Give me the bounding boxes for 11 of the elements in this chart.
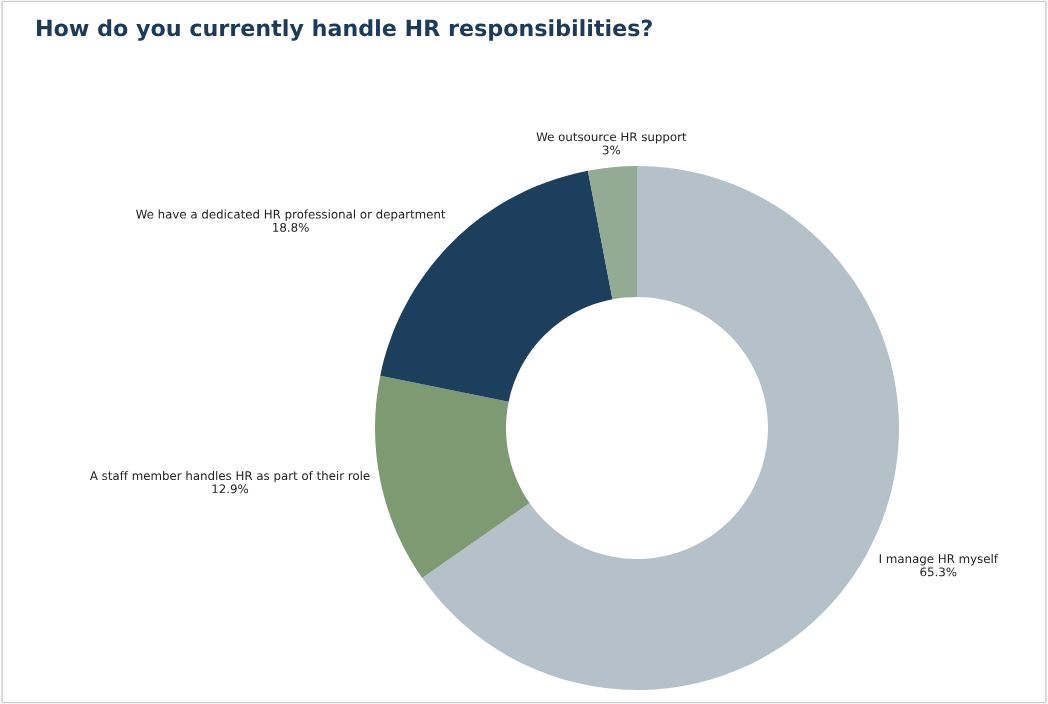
donut-slice <box>587 166 637 300</box>
data-label: 65.3% <box>920 567 957 577</box>
data-label: 18.8% <box>273 222 309 232</box>
slice-label: A staff member handles HR as part of their role <box>89 470 370 483</box>
chart-title: How do you currently handle HR responsibilities? <box>37 19 652 41</box>
data-label: 12.9% <box>212 484 249 494</box>
slice-label: We outsource HR support <box>536 132 687 144</box>
slice-label: I manage HR myself <box>879 553 999 566</box>
data-label: 3% <box>602 145 621 155</box>
donut-slice <box>375 375 530 578</box>
slice-label: We have a dedicated HR professional or department <box>136 209 446 221</box>
